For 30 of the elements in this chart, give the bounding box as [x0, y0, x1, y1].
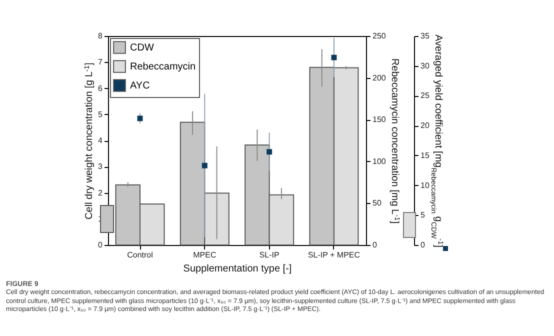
- y-tick-label: 3: [98, 162, 104, 172]
- y-tick-label: 6: [98, 84, 104, 93]
- y3-tick-label: 10: [420, 180, 430, 190]
- y3-tick-label: 20: [420, 121, 430, 130]
- y-tick-label: 4: [98, 136, 104, 145]
- x-tick-label: Control: [127, 250, 154, 260]
- y-tick-label: 2: [98, 188, 104, 198]
- legend-label: AYC: [130, 80, 150, 92]
- x-axis-title: Supplementation type [-]: [183, 264, 292, 274]
- x-tick-label: SL-IP: [259, 250, 280, 260]
- y3-tick-label: 15: [420, 150, 430, 160]
- y3-tick-label: 0: [420, 240, 426, 250]
- y2-tick-label: 100: [372, 156, 386, 166]
- x-tick-label: MPEC: [193, 250, 216, 260]
- y-tick-label: 5: [98, 110, 104, 119]
- y-tick-label: 8: [98, 32, 104, 40]
- y2-tick-label: 0: [372, 240, 378, 250]
- y2-tick-label: 150: [372, 115, 386, 124]
- y2-tick-label: 200: [372, 73, 386, 82]
- legend-label: CDW: [130, 42, 154, 54]
- y3-tick-label: 35: [420, 32, 430, 40]
- y3-tick-label: 5: [420, 210, 426, 220]
- y-tick-label: 7: [98, 58, 104, 67]
- y3-tick-label: 25: [420, 91, 430, 100]
- y2-tick-label: 50: [372, 198, 382, 208]
- y3-tick-label: 30: [420, 61, 430, 70]
- y-tick-label: 0: [98, 240, 104, 250]
- legend-label: Rebeccamycin: [130, 62, 196, 72]
- x-tick-label: SL-IP + MPEC: [308, 250, 360, 260]
- y2-tick-label: 250: [372, 32, 386, 40]
